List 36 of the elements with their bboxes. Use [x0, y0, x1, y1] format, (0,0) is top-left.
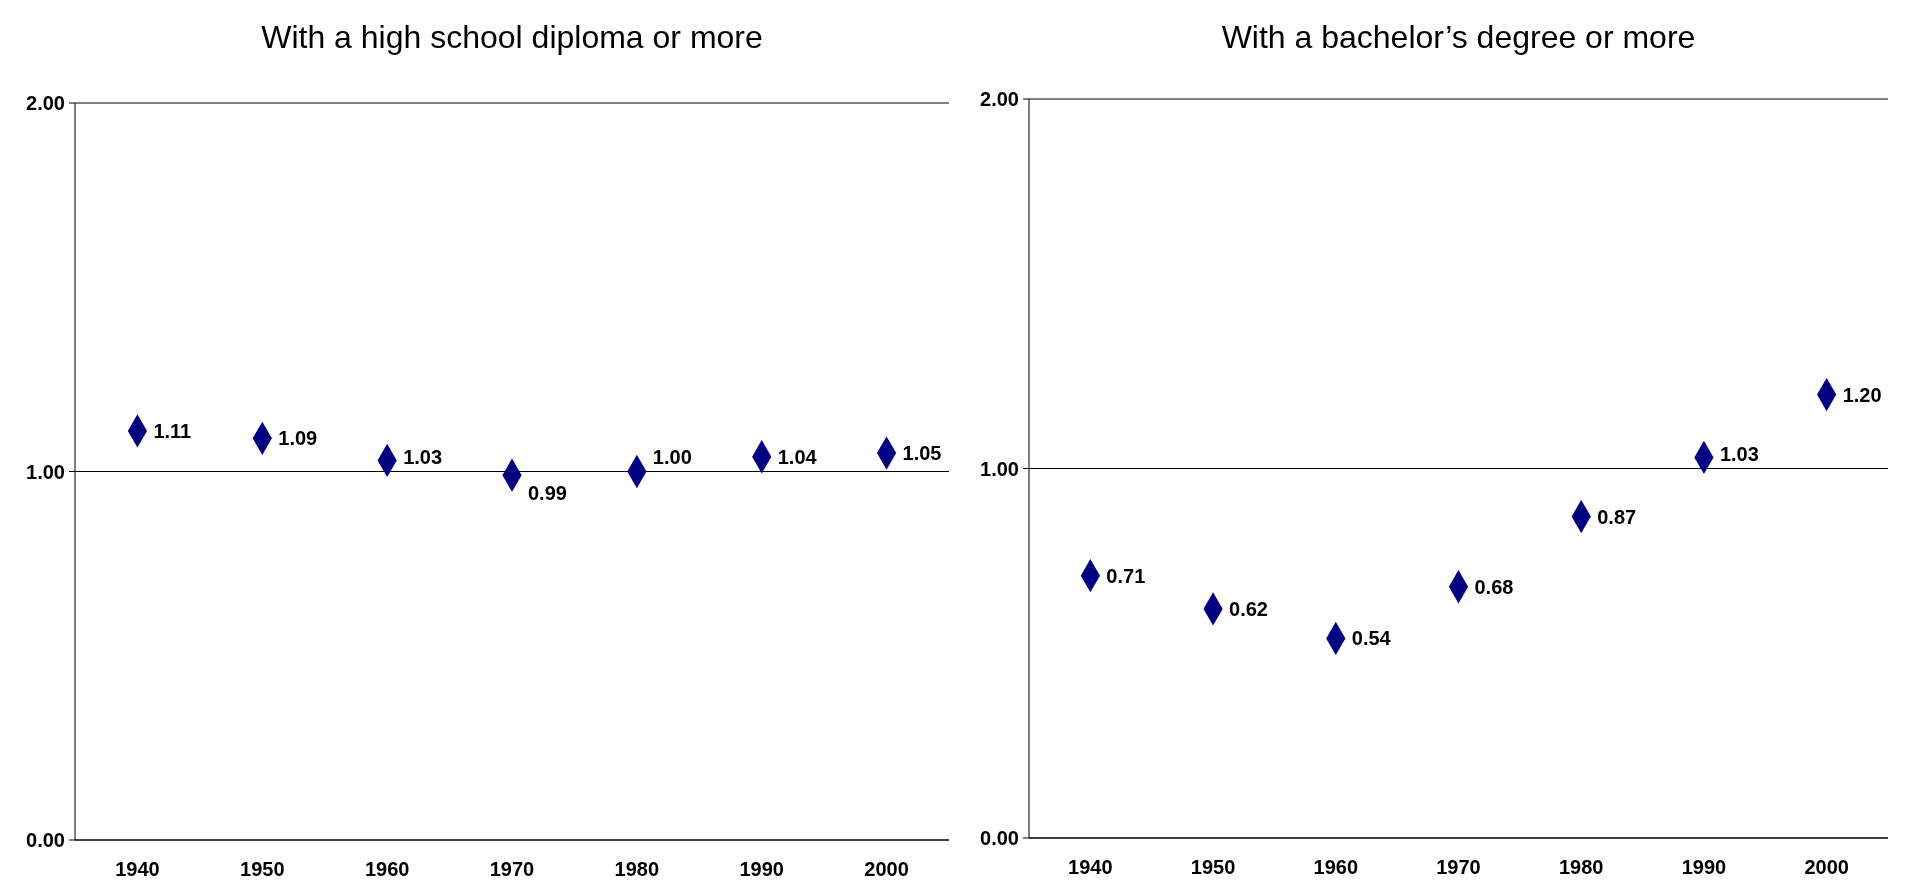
data-label: 0.99	[528, 481, 567, 504]
data-label: 1.04	[777, 445, 818, 468]
data-label: 0.71	[1106, 564, 1146, 587]
x-tick-label: 2000	[1804, 856, 1849, 878]
data-label: 1.03	[403, 445, 443, 468]
x-tick-label: 1980	[614, 858, 660, 880]
data-label: 1.20	[1842, 383, 1882, 406]
data-label: 0.87	[1597, 505, 1637, 528]
y-tick-label: 2.00	[980, 88, 1019, 110]
y-tick-label: 1.00	[26, 460, 65, 483]
data-label: 0.62	[1229, 597, 1269, 620]
y-tick-label: 0.00	[980, 827, 1019, 849]
x-tick-label: 1950	[1190, 856, 1236, 878]
data-label: 1.11	[153, 419, 192, 442]
x-tick-label: 1990	[1681, 856, 1727, 878]
y-tick-label: 1.00	[980, 457, 1019, 480]
x-tick-label: 2000	[864, 858, 909, 880]
x-tick-label: 1980	[1558, 856, 1604, 878]
data-label: 1.09	[278, 427, 318, 450]
data-label: 1.03	[1719, 442, 1759, 465]
chart-title: With a high school diploma or more	[261, 19, 763, 55]
chart-title: With a bachelor’s degree or more	[1221, 19, 1696, 55]
data-label: 0.68	[1474, 575, 1514, 598]
data-label: 0.54	[1351, 627, 1392, 650]
x-tick-label: 1960	[1313, 856, 1359, 878]
data-label: 1.05	[902, 442, 942, 465]
x-tick-label: 1990	[739, 858, 784, 880]
x-tick-label: 1970	[489, 858, 535, 880]
y-tick-label: 0.00	[26, 829, 65, 851]
y-tick-label: 2.00	[26, 92, 65, 114]
data-label: 1.00	[652, 445, 692, 468]
x-tick-label: 1940	[115, 858, 160, 880]
x-tick-label: 1970	[1436, 856, 1481, 878]
x-tick-label: 1940	[1068, 856, 1113, 878]
x-tick-label: 1950	[240, 858, 285, 880]
x-tick-label: 1960	[364, 858, 410, 880]
